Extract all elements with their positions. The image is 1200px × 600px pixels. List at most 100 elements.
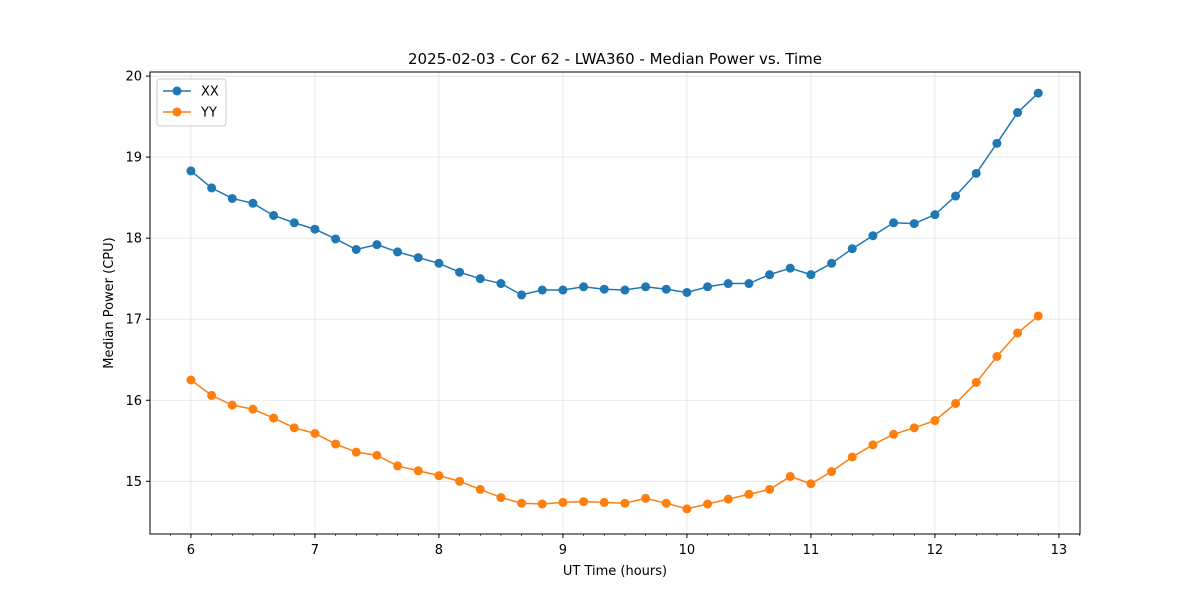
data-point-yy <box>992 351 1002 361</box>
data-point-xx <box>620 285 630 295</box>
data-point-yy <box>517 498 527 508</box>
data-point-xx <box>310 224 320 234</box>
data-point-yy <box>889 429 899 439</box>
data-point-xx <box>641 282 651 292</box>
grid <box>150 72 1080 534</box>
x-tick-label: 12 <box>927 543 944 558</box>
data-point-yy <box>827 467 837 477</box>
data-point-yy <box>930 416 940 426</box>
data-point-yy <box>951 399 961 409</box>
data-point-xx <box>661 284 671 294</box>
data-point-yy <box>248 404 258 414</box>
data-point-xx <box>413 253 423 263</box>
data-point-yy <box>806 479 816 489</box>
data-point-xx <box>930 210 940 220</box>
x-tick-label: 11 <box>803 543 820 558</box>
data-point-xx <box>682 287 692 297</box>
data-point-xx <box>248 198 258 208</box>
data-point-xx <box>806 270 816 280</box>
data-point-yy <box>331 439 341 449</box>
data-point-yy <box>909 423 919 433</box>
data-point-yy <box>1013 328 1023 338</box>
data-point-yy <box>186 375 196 385</box>
data-point-yy <box>765 484 775 494</box>
data-point-xx <box>269 210 279 220</box>
x-tick-label: 8 <box>435 543 443 558</box>
data-point-yy <box>393 461 403 471</box>
data-point-yy <box>847 452 857 462</box>
data-point-xx <box>579 282 589 292</box>
data-point-yy <box>620 498 630 508</box>
data-point-yy <box>579 497 589 507</box>
data-point-xx <box>744 279 754 289</box>
data-point-yy <box>971 377 981 387</box>
legend-label-yy: YY <box>200 106 217 121</box>
data-point-xx <box>992 138 1002 148</box>
data-point-yy <box>455 476 465 486</box>
series-layer <box>186 88 1043 514</box>
chart-title: 2025-02-03 - Cor 62 - LWA360 - Median Po… <box>408 50 822 68</box>
data-point-xx <box>475 274 485 284</box>
data-point-xx <box>351 245 361 255</box>
data-point-yy <box>744 489 754 499</box>
y-tick-label: 15 <box>125 475 142 490</box>
data-point-xx <box>207 183 217 193</box>
legend-label-xx: XX <box>201 85 219 100</box>
plot-frame <box>149 71 1081 535</box>
data-point-xx <box>537 285 547 295</box>
data-point-yy <box>661 498 671 508</box>
data-point-yy <box>641 493 651 503</box>
data-point-xx <box>703 282 713 292</box>
data-point-yy <box>1033 311 1043 321</box>
data-point-xx <box>971 168 981 178</box>
data-point-yy <box>785 471 795 481</box>
axes: 6 7 8 9 10 11 12 13 15 16 17 18 19 20 <box>125 70 1080 558</box>
x-tick-label: 7 <box>311 543 319 558</box>
data-point-xx <box>909 219 919 229</box>
data-point-xx <box>847 244 857 254</box>
x-tick-label: 10 <box>679 543 696 558</box>
data-point-xx <box>331 234 341 244</box>
y-tick-label: 16 <box>125 394 142 409</box>
data-point-xx <box>393 247 403 257</box>
data-point-yy <box>537 499 547 509</box>
data-point-xx <box>765 270 775 280</box>
data-point-xx <box>372 240 382 250</box>
data-point-xx <box>951 191 961 201</box>
data-point-xx <box>1013 108 1023 118</box>
y-tick-label: 18 <box>125 232 142 247</box>
data-point-yy <box>723 494 733 504</box>
data-point-yy <box>269 413 279 423</box>
data-point-xx <box>785 263 795 273</box>
data-point-yy <box>351 447 361 457</box>
data-point-xx <box>723 279 733 289</box>
data-point-xx <box>496 279 506 289</box>
data-point-xx <box>827 258 837 268</box>
data-point-yy <box>434 471 444 481</box>
data-point-xx <box>186 166 196 176</box>
data-point-yy <box>207 390 217 400</box>
x-tick-label: 13 <box>1051 543 1068 558</box>
data-point-xx <box>868 231 878 241</box>
data-point-yy <box>682 504 692 514</box>
x-axis-label: UT Time (hours) <box>563 564 667 579</box>
legend-marker-xx <box>172 86 182 96</box>
data-point-xx <box>558 285 568 295</box>
data-point-xx <box>889 218 899 228</box>
data-point-xx <box>434 258 444 268</box>
data-point-yy <box>289 423 299 433</box>
x-tick-label: 9 <box>559 543 567 558</box>
y-tick-label: 17 <box>125 313 142 328</box>
data-point-yy <box>868 440 878 450</box>
data-point-yy <box>310 428 320 438</box>
data-point-yy <box>496 493 506 503</box>
data-point-xx <box>455 267 465 277</box>
data-point-yy <box>558 497 568 507</box>
y-tick-label: 20 <box>125 70 142 85</box>
x-tick-label: 6 <box>187 543 195 558</box>
data-point-yy <box>599 497 609 507</box>
data-point-xx <box>599 284 609 294</box>
data-point-yy <box>475 484 485 494</box>
legend: XX YY <box>156 78 227 127</box>
